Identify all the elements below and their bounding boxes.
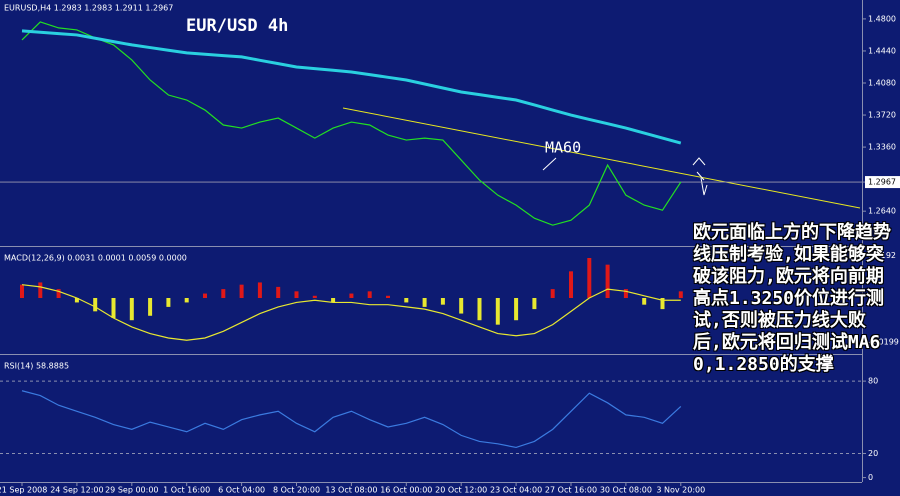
macd-bar <box>404 298 409 303</box>
frames <box>0 0 863 483</box>
y-tick-label: -0.0199 <box>868 338 899 347</box>
macd-bar <box>605 264 610 298</box>
x-tick-label: 30 Oct 08:00 <box>600 486 652 495</box>
y-tick-label: 1.2967 <box>868 178 896 187</box>
macd-bar <box>294 291 299 298</box>
x-tick-label: 8 Oct 20:00 <box>273 486 320 495</box>
macd-bar <box>367 291 372 298</box>
current-price-box <box>865 176 900 189</box>
macd-bar <box>660 298 665 310</box>
macd-bar <box>623 289 628 298</box>
macd-bar <box>74 298 79 303</box>
x-tick-label: 23 Oct 04:00 <box>490 486 542 495</box>
macd-bar <box>477 298 482 321</box>
macd-bar <box>642 298 647 305</box>
x-tick-label: 20 Oct 12:00 <box>435 486 487 495</box>
macd-bar <box>514 298 519 321</box>
commentary: 欧元面临上方的下降趋势线压制考验,如果能够突破该阻力,欧元将向前期高点1.325… <box>693 222 891 375</box>
macd-bar <box>166 298 171 307</box>
x-tick-label: 29 Sep 00:00 <box>105 486 158 495</box>
macd-bar <box>184 298 189 303</box>
macd-bar <box>386 295 390 298</box>
chart-title: EUR/USD 4h <box>186 16 288 36</box>
x-tick-label: 6 Oct 04:00 <box>218 486 265 495</box>
macd-bar <box>221 289 226 298</box>
x-tick-label: 3 Nov 20:00 <box>656 486 705 495</box>
y-tick-label: 0.0192 <box>868 251 896 260</box>
macd-bar <box>550 289 555 298</box>
y-tick-label: 1.3720 <box>868 111 896 120</box>
x-tick-label: 16 Oct 00:00 <box>380 486 432 495</box>
series-line <box>21 284 681 341</box>
macd-bar <box>331 298 336 303</box>
macd-bar <box>111 298 116 318</box>
y-tick-label: 1.4440 <box>868 46 896 55</box>
series-line <box>21 21 682 226</box>
annotation-pointer <box>542 157 557 171</box>
macd-bar <box>20 284 24 298</box>
macd-bar <box>422 298 427 307</box>
macd-bar <box>532 298 537 310</box>
arrow <box>692 157 708 196</box>
rsi-header: RSI(14) 58.8885 <box>4 362 69 371</box>
macd-bar <box>569 271 573 298</box>
macd-bar <box>129 298 134 321</box>
x-tick-label: 27 Oct 16:00 <box>545 486 597 495</box>
y-tick-label: 1.4800 <box>868 14 896 23</box>
y-tick-label: 1.3360 <box>868 143 896 152</box>
y-tick-label: 0 <box>868 473 873 482</box>
x-tick-label: 1 Oct 16:00 <box>163 486 210 495</box>
series-line <box>21 29 682 145</box>
macd-bar <box>495 298 500 325</box>
y-tick-label: 1.2640 <box>868 207 896 216</box>
macd-header: MACD(12,26,9) 0.0031 0.0001 0.0059 0.000… <box>4 254 187 263</box>
macd-bar <box>38 282 43 298</box>
x-tick-label: 24 Sep 12:00 <box>50 486 103 495</box>
x-tick-label: 13 Oct 08:00 <box>325 486 377 495</box>
macd-bar <box>93 298 98 312</box>
macd-bar <box>312 295 317 298</box>
macd-bar <box>239 284 244 298</box>
macd-bar <box>257 282 262 298</box>
y-tick-label: 20 <box>868 449 878 458</box>
x-tick-label: 21 Sep 2008 <box>0 486 47 495</box>
annotation: MA60 <box>545 139 581 157</box>
trend-line <box>342 107 861 209</box>
series-line <box>21 390 682 449</box>
macd-bar <box>440 298 445 305</box>
macd-bar <box>678 291 683 298</box>
y-tick-label: 1.4080 <box>868 79 896 88</box>
y-tick-label: 80 <box>868 377 878 386</box>
macd-bar <box>587 258 592 298</box>
macd-bar <box>203 293 207 298</box>
macd-bar <box>56 289 61 298</box>
macd-bar <box>459 298 464 314</box>
macd-bar <box>349 293 354 298</box>
macd-bar <box>148 298 153 316</box>
macd-bar <box>276 286 281 298</box>
price-header: EURUSD,H4 1.2983 1.2983 1.2911 1.2967 <box>4 4 173 13</box>
